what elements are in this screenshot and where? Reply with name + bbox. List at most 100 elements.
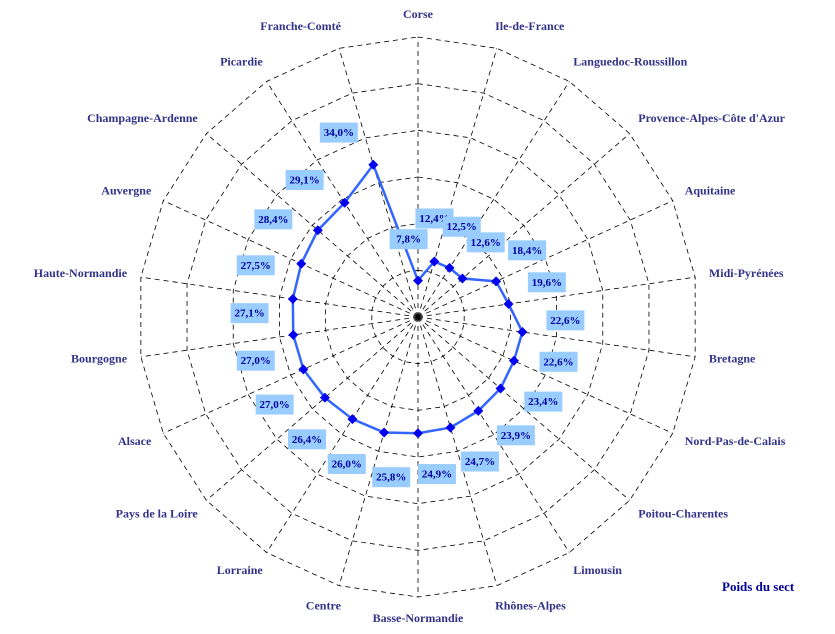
value-label: 22,6% [550,315,580,327]
marker [368,159,379,170]
spoke [206,316,419,501]
category-label: Haute-Normandie [34,266,128,280]
spoke [338,48,419,318]
spoke [417,316,570,553]
marker [517,327,528,338]
value-label: 22,6% [543,356,573,368]
value-label: 23,9% [501,430,531,442]
category-label: Basse-Normandie [373,611,464,625]
spoke [338,316,419,586]
category-label: Centre [306,599,342,613]
value-label-box [285,170,324,191]
marker [444,262,455,273]
annotation: Poids du sect [722,579,795,594]
value-label: 27,1% [234,308,264,320]
spoke [417,133,630,318]
spoke [140,276,419,318]
spoke [417,81,570,318]
marker [508,355,519,366]
value-label: 26,4% [292,434,322,446]
value-label: 18,4% [512,245,542,257]
category-label: Aquitaine [685,183,736,197]
value-label-box [236,350,275,371]
marker [491,276,502,287]
category-label: Poitou-Charentes [638,507,728,521]
spoke [417,276,696,318]
category-label: Midi-Pyrénées [709,266,784,280]
category-label: Franche-Comté [260,19,341,33]
value-label-box [527,272,566,293]
category-label: Bourgogne [71,352,128,366]
value-label-box [255,394,294,415]
value-label-box [417,464,456,485]
grid-ring [186,83,650,551]
value-label: 24,9% [422,469,452,481]
spoke [163,316,419,434]
spoke [417,316,498,586]
value-label-box [442,216,481,237]
value-label: 27,0% [260,399,290,411]
spoke [206,133,419,318]
value-label: 25,8% [376,472,406,484]
value-label: 28,4% [258,214,288,226]
value-label-box [236,255,275,276]
spoke [417,316,673,434]
spoke [417,48,498,318]
value-label-box [389,229,428,250]
value-label-box [254,209,293,230]
value-label-box [508,240,547,261]
marker [339,197,350,208]
marker [495,383,506,394]
value-label-box [327,453,366,474]
value-label-box [319,122,358,143]
marker [473,405,484,416]
spoke [140,316,419,358]
value-label-box [466,232,505,253]
spoke [266,316,419,553]
category-label: Lorraine [217,563,264,577]
value-label: 12,6% [471,237,501,249]
value-label: 29,1% [290,175,320,187]
category-label: Rhônes-Alpes [495,599,566,613]
marker [319,392,330,403]
marker [288,329,299,340]
value-label-box [546,310,585,331]
marker [298,364,309,375]
category-label: Nord-Pas-de-Calais [685,434,786,448]
marker [312,225,323,236]
marker [413,428,423,439]
spoke [417,316,630,501]
marker [429,256,440,267]
value-label: 27,5% [241,260,271,272]
value-label-box [496,425,535,446]
marker [413,275,423,286]
value-label: 12,4% [419,213,449,225]
category-label: Provence-Alpes-Côte d'Azur [638,111,785,125]
category-label: Ile-de-France [495,19,565,33]
category-label: Auvergne [101,183,152,197]
category-label: Picardie [220,55,263,69]
value-label: 19,6% [532,277,562,289]
value-label-box [287,429,326,450]
marker [457,273,468,284]
spoke [163,200,419,318]
category-label: Languedoc-Roussillon [573,55,687,69]
value-label-box [230,303,269,324]
value-label: 23,4% [528,396,558,408]
category-label: Pays de la Loire [116,507,199,521]
value-label-box [524,391,563,412]
marker [445,422,456,433]
value-label-box [461,451,500,472]
category-label: Alsace [118,434,152,448]
value-label: 26,0% [332,459,362,471]
value-label: 7,8% [396,234,421,246]
value-label: 24,7% [465,456,495,468]
spoke [417,316,696,358]
value-label-box [372,467,411,488]
marker [503,298,514,309]
value-label: 34,0% [324,127,354,139]
category-label: Champagne-Ardenne [87,111,198,125]
marker [287,294,298,305]
series-line [291,162,524,435]
